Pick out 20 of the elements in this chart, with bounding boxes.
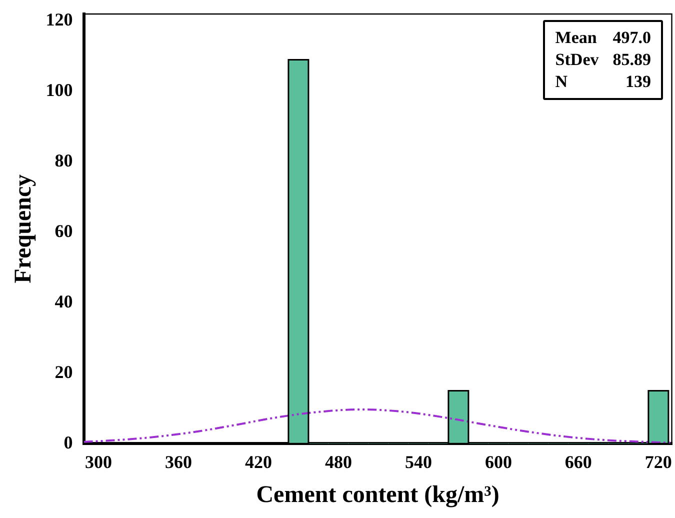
annotation: StDev 85.89: [555, 50, 651, 70]
y-tick-label: 60: [54, 220, 73, 241]
x-tick-label: 480: [324, 452, 352, 472]
x-tick-label: 600: [484, 452, 512, 472]
y-tick-label: 120: [46, 10, 73, 30]
text: N 139: [555, 72, 651, 91]
x-tick-label: 540: [404, 452, 432, 472]
x-tick-label: 360: [164, 452, 192, 472]
x-axis-title: Cement content (kg/m³): [256, 482, 500, 508]
y-tick-label: 100: [46, 80, 73, 100]
x-tick-label: 420: [244, 452, 272, 472]
y-axis-title: Frequency: [10, 174, 37, 284]
x-tick-label: 300: [84, 452, 112, 472]
x-tick-label: 720: [644, 452, 672, 472]
y-tick-label: 80: [54, 150, 73, 171]
y-tick-label: 40: [54, 291, 73, 312]
x-tick-label: 660: [564, 452, 592, 472]
y-tick-label: 0: [64, 432, 73, 452]
annotation: Mean 497.0: [555, 28, 651, 48]
y-tick-label: 20: [54, 362, 73, 382]
